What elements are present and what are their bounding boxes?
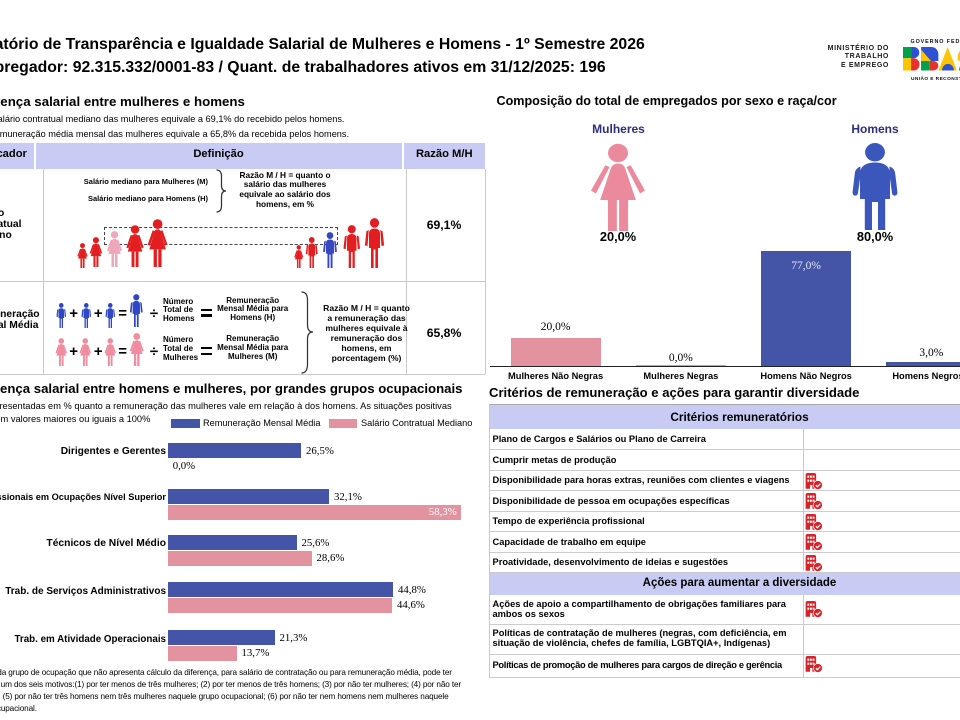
svg-text:UNIÃO E RECONSTRUÇÃO: UNIÃO E RECONSTRUÇÃO [911,75,960,82]
svg-text:GOVERNO FEDERAL: GOVERNO FEDERAL [911,39,960,45]
